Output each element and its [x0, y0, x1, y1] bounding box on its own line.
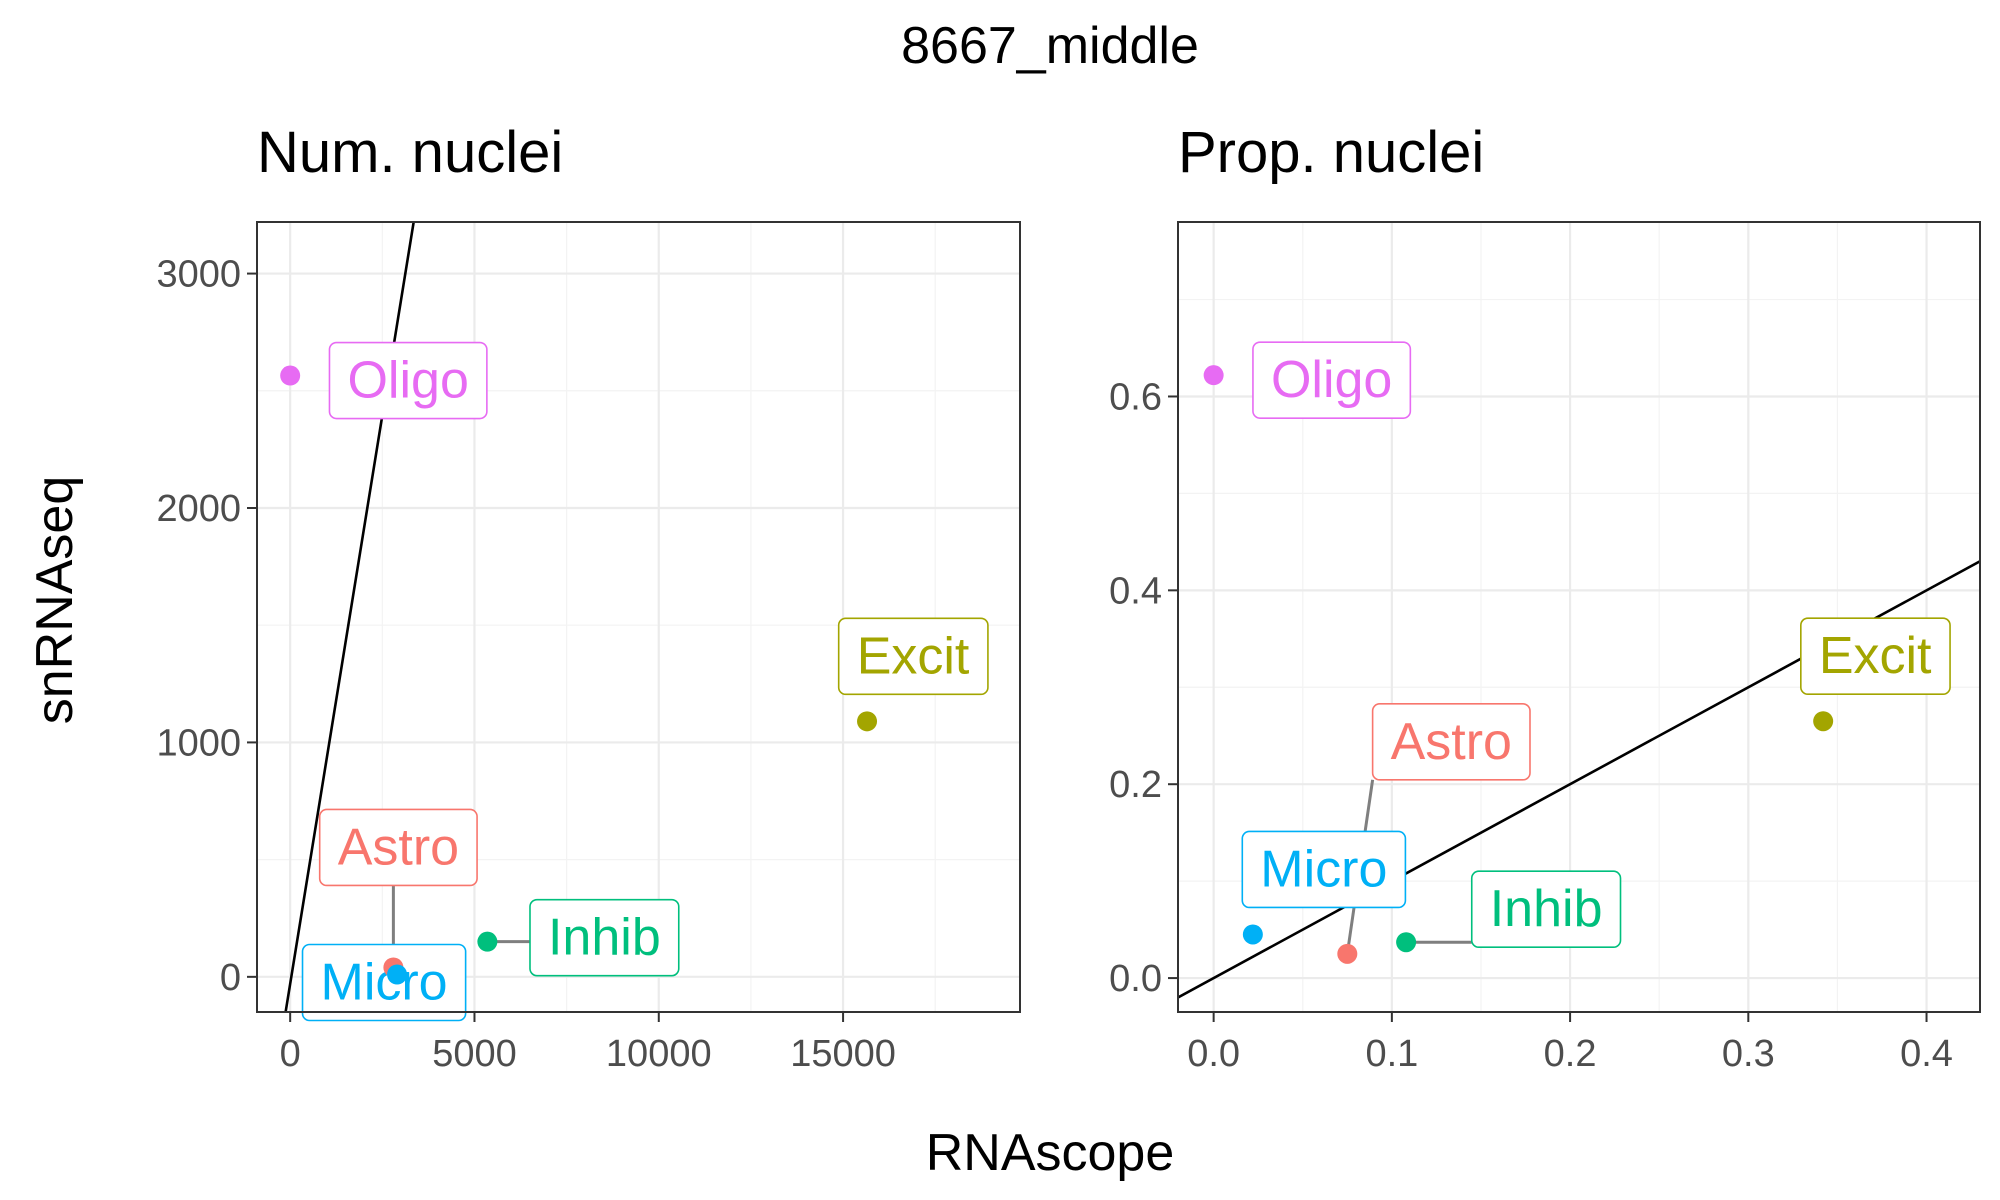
point-label-inhib: Inhib: [529, 898, 680, 977]
point-label-text: Excit: [1819, 627, 1932, 685]
point-oligo: [1203, 365, 1224, 386]
x-tick-label: 0.0: [1187, 1033, 1240, 1075]
x-tick-label: 0: [280, 1033, 301, 1075]
x-tick-label: 0.3: [1722, 1033, 1775, 1075]
point-astro: [1337, 943, 1358, 964]
x-tick-label: 0.4: [1900, 1033, 1953, 1075]
point-label-micro: Micro: [301, 943, 467, 1022]
y-tick-label: 0.0: [1109, 958, 1162, 1000]
label-layer: Oligo Excit Astro Micro Inhib: [301, 341, 989, 1022]
point-label-text: Excit: [857, 627, 970, 685]
point-inhib: [1396, 932, 1417, 953]
point-label-box: [1800, 617, 1951, 696]
y-tick-label: 0.2: [1109, 764, 1162, 806]
point-label-micro: Micro: [1241, 830, 1407, 909]
point-layer: [280, 365, 878, 985]
point-micro: [387, 964, 408, 985]
point-label-astro: Astro: [318, 808, 478, 887]
panel-frame: [1177, 221, 1981, 1013]
x-tick-label: 0.2: [1544, 1033, 1597, 1075]
y-tick-label: 2000: [156, 488, 241, 530]
x-tick-label: 0.1: [1365, 1033, 1418, 1075]
x-tick-label: 5000: [432, 1033, 517, 1075]
point-label-text: Micro: [1260, 840, 1387, 898]
point-label-astro: Astro: [1371, 703, 1531, 781]
x-tick-label: 10000: [606, 1033, 712, 1075]
point-oligo: [280, 365, 301, 386]
point-label-text: Inhib: [1490, 880, 1603, 938]
point-label-box: [318, 808, 478, 887]
panel-num-nuclei: Num. nuclei Oligo Excit Astro Micro Inhib 0 500…: [156, 120, 1021, 1075]
point-label-box: [301, 943, 467, 1022]
point-label-text: Inhib: [548, 909, 661, 967]
point-label-box: [1241, 830, 1407, 909]
point-label-excit: Excit: [837, 617, 989, 696]
panel-prop-nuclei: Prop. nuclei Oligo Excit Astro Micro Inhib 0.0…: [1109, 120, 1981, 1075]
point-label-box: [1252, 341, 1412, 419]
y-tick-label: 0.4: [1109, 570, 1162, 612]
point-label-box: [1470, 870, 1622, 949]
point-excit: [1813, 711, 1834, 732]
point-label-oligo: Oligo: [328, 341, 488, 420]
point-label-text: Micro: [321, 953, 448, 1011]
y-tick-label: 1000: [156, 722, 241, 764]
label-layer: Oligo Excit Astro Micro Inhib: [1241, 341, 1951, 955]
panel-frame: [256, 221, 1021, 1013]
point-excit: [857, 711, 878, 732]
point-inhib: [477, 931, 498, 952]
point-label-inhib: Inhib: [1470, 870, 1622, 949]
point-label-text: Oligo: [347, 352, 468, 410]
panel-title: Prop. nuclei: [1178, 120, 1484, 185]
y-tick-label: 3000: [156, 254, 241, 296]
point-label-text: Oligo: [1271, 351, 1392, 409]
point-label-box: [328, 341, 488, 420]
point-label-text: Astro: [1391, 713, 1512, 771]
point-label-excit: Excit: [1800, 617, 1951, 696]
point-label-text: Astro: [338, 818, 459, 876]
figure-title: 8667_middle: [901, 17, 1199, 75]
point-label-box: [529, 898, 680, 977]
point-layer: [1203, 365, 1834, 964]
x-tick-label: 15000: [790, 1033, 896, 1075]
y-tick-label: 0: [220, 957, 241, 999]
point-label-oligo: Oligo: [1252, 341, 1412, 419]
point-micro: [1242, 924, 1263, 945]
y-axis-title: snRNAseq: [26, 476, 84, 725]
point-label-box: [1371, 703, 1531, 781]
point-label-box: [837, 617, 989, 696]
y-tick-label: 0.6: [1109, 376, 1162, 418]
x-axis-title: RNAscope: [926, 1124, 1175, 1182]
panel-title: Num. nuclei: [257, 120, 563, 185]
